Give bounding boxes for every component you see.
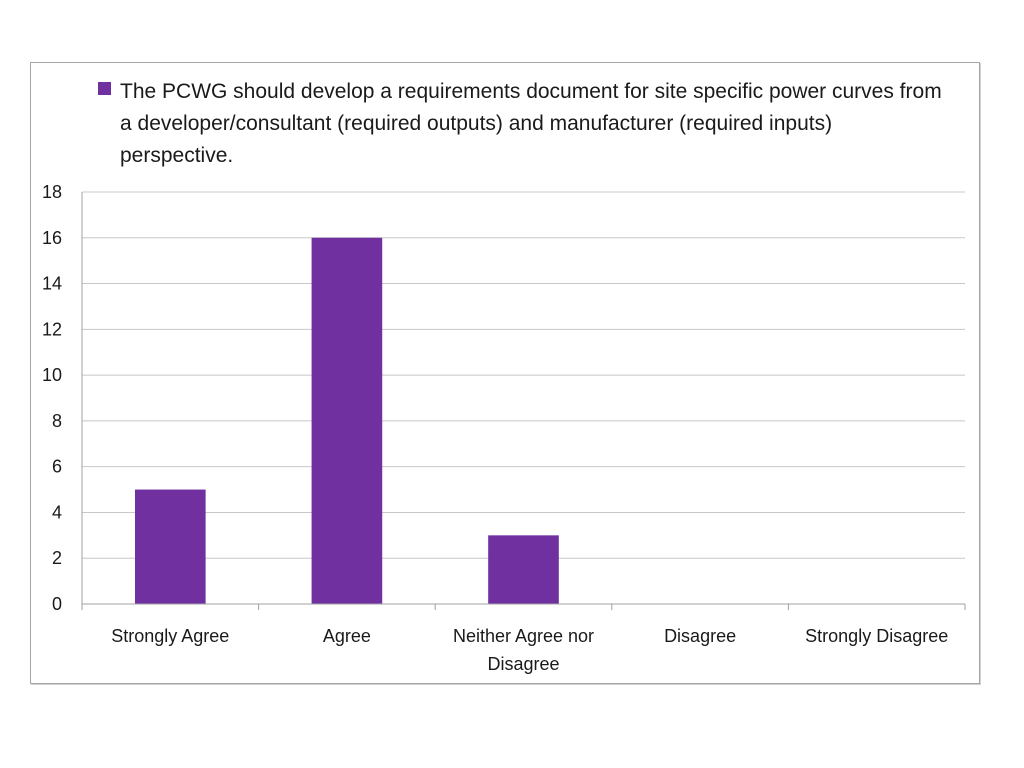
y-tick-label-12: 12: [42, 319, 62, 339]
y-tick-label-10: 10: [42, 365, 62, 385]
category-label-0: Strongly Agree: [111, 626, 229, 646]
bars: [134, 237, 559, 604]
y-tick-label-16: 16: [42, 228, 62, 248]
legend-label: The PCWG should develop a requirements d…: [120, 80, 942, 167]
category-label-2: Neither Agree nor Disagree: [453, 626, 594, 674]
bar-1: [311, 237, 383, 604]
legend: The PCWG should develop a requirements d…: [98, 76, 948, 172]
legend-swatch: [98, 82, 111, 95]
y-tick-label-6: 6: [52, 457, 62, 477]
bar-0: [134, 489, 206, 604]
category-label-1: Agree: [323, 626, 371, 646]
gridlines: [82, 191, 965, 559]
axis-labels: 0 2 4 6 8 10 12 14 16 18 Strongly Agree Agree Neithe…: [42, 182, 948, 674]
category-label-4: Strongly Disagree: [805, 626, 948, 646]
y-tick-label-14: 14: [42, 274, 62, 294]
y-tick-label-0: 0: [52, 594, 62, 614]
y-tick-label-8: 8: [52, 411, 62, 431]
y-tick-label-18: 18: [42, 182, 62, 202]
category-label-3: Disagree: [664, 626, 736, 646]
y-tick-label-2: 2: [52, 548, 62, 568]
axes: [81, 192, 966, 610]
bar-2: [488, 535, 559, 604]
y-tick-label-4: 4: [52, 502, 62, 522]
